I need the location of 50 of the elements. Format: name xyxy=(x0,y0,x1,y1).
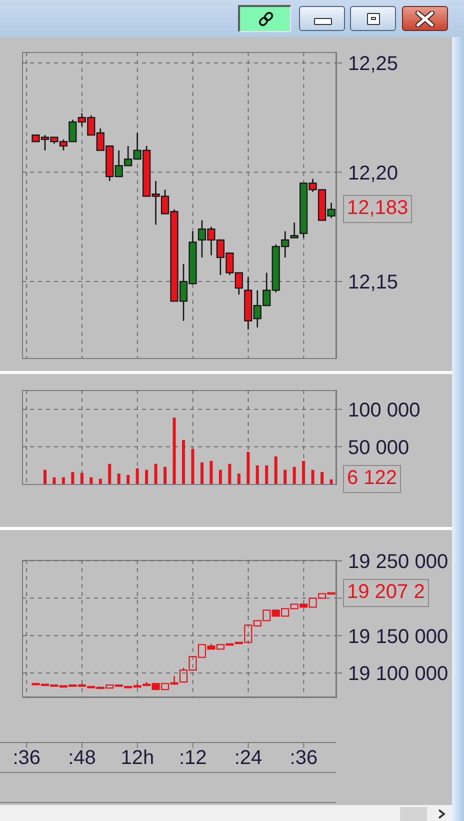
bar xyxy=(265,465,268,484)
bar xyxy=(164,466,167,484)
bar xyxy=(292,466,296,484)
x-tick-label: :36 xyxy=(290,747,318,770)
bar xyxy=(117,474,120,484)
bar xyxy=(62,477,65,484)
bar xyxy=(246,452,250,484)
y-tick-label: 19 150 000 xyxy=(348,626,448,648)
bar xyxy=(210,460,213,484)
x-tick-label: 12h xyxy=(120,747,154,770)
bar xyxy=(284,470,287,484)
bar xyxy=(43,470,46,484)
bar xyxy=(302,460,306,484)
bar xyxy=(52,477,56,484)
y-tick-label: 19 100 000 xyxy=(348,663,448,686)
x-tick-label: :24 xyxy=(234,747,262,770)
bar xyxy=(126,475,130,484)
bar xyxy=(320,472,324,484)
bar xyxy=(256,465,259,484)
bar xyxy=(200,462,204,484)
bar xyxy=(80,472,84,484)
bar xyxy=(191,448,194,484)
bar xyxy=(228,464,232,484)
text: 6 122 xyxy=(343,465,402,494)
bar xyxy=(218,470,222,484)
bar xyxy=(154,464,158,484)
bar xyxy=(172,418,176,484)
y-tick-label: 19 250 000 xyxy=(348,550,448,573)
text: 19 207 2 xyxy=(343,578,429,607)
text: 12,183 xyxy=(343,195,412,224)
y-tick-label: 12,25 xyxy=(348,53,398,76)
x-tick-label: :36 xyxy=(12,747,41,770)
x-tick-label: :12 xyxy=(178,747,207,770)
bar xyxy=(98,478,102,484)
bar xyxy=(274,456,278,484)
y-tick-label: 12,15 xyxy=(348,272,398,294)
candlestick xyxy=(290,222,298,238)
bar xyxy=(90,477,93,484)
y-tick-label: 50 000 xyxy=(348,436,410,459)
bar xyxy=(237,474,240,484)
y-tick-label: 100 000 xyxy=(348,400,420,422)
y-tick-label: 12,20 xyxy=(348,162,398,184)
bar xyxy=(311,470,314,484)
bar xyxy=(108,464,112,484)
bar xyxy=(182,440,185,484)
bar xyxy=(145,470,148,484)
bar xyxy=(136,468,139,484)
bar xyxy=(71,472,74,484)
bar xyxy=(330,479,333,484)
x-tick-label: :48 xyxy=(68,747,96,770)
